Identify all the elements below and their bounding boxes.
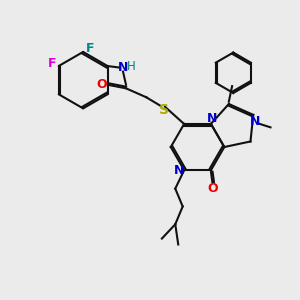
Text: N: N	[174, 164, 184, 177]
Text: O: O	[208, 182, 218, 195]
Text: N: N	[207, 112, 218, 125]
Text: N: N	[250, 115, 260, 128]
Text: F: F	[48, 57, 56, 70]
Text: H: H	[127, 60, 136, 73]
Text: O: O	[96, 78, 107, 91]
Text: S: S	[159, 103, 169, 117]
Text: F: F	[85, 42, 94, 55]
Text: N: N	[118, 61, 128, 74]
